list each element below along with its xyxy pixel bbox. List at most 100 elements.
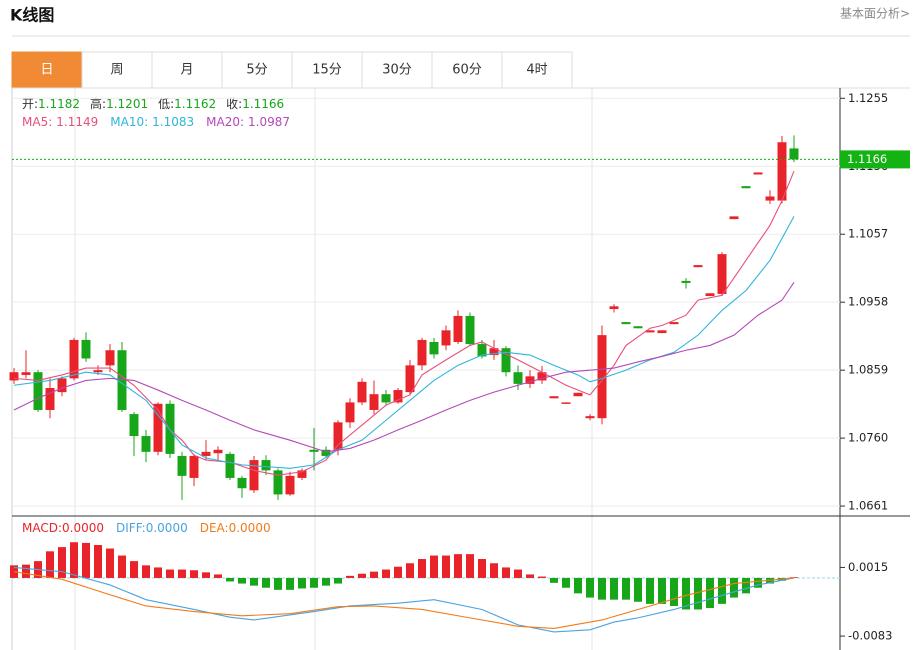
legend-value: 1.0987: [248, 115, 290, 129]
macd-bar: [418, 559, 426, 578]
y-tick-label: -0.0083: [848, 629, 892, 643]
macd-bar: [178, 569, 186, 578]
macd-bar: [250, 577, 258, 586]
macd-bar: [286, 577, 294, 590]
macd-bar: [70, 542, 78, 578]
y-tick-label: 0.0015: [848, 560, 888, 574]
macd-bar: [346, 575, 354, 578]
y-tick-label: 1.1255: [848, 91, 888, 105]
legend-value: 1.1149: [56, 115, 98, 129]
candle-body: [561, 402, 571, 404]
candle-body: [153, 403, 163, 452]
macd-bar: [766, 577, 774, 584]
tab[interactable]: [81, 51, 153, 89]
tab-label[interactable]: 日: [40, 63, 53, 78]
tab[interactable]: [501, 51, 573, 89]
macd-bar: [46, 551, 54, 578]
period-tabs: 日 周 月 5分 15分 30分 60分 4时: [11, 51, 573, 89]
candle-body: [693, 265, 703, 268]
candle-body: [441, 330, 451, 346]
macd-bar: [562, 577, 570, 588]
macd-bar: [82, 542, 90, 578]
macd-bar: [574, 577, 582, 594]
macd-bar: [466, 554, 474, 578]
ma-legend: MA5: 1.1149 MA10: 1.1083 MA20: 1.0987: [22, 115, 290, 129]
macd-bar: [94, 545, 102, 578]
ohlc-info: 开:1.1182 高:1.1201 低:1.1162 收:1.1166: [22, 96, 284, 111]
candle-body: [309, 449, 319, 452]
macd-bar: [226, 577, 234, 582]
tab-label[interactable]: 周: [110, 63, 123, 78]
y-tick-label: 1.0760: [848, 431, 888, 445]
candle-body: [477, 344, 487, 357]
tab-label[interactable]: 5分: [246, 63, 267, 78]
legend-name: DIFF:: [116, 521, 146, 535]
macd-bar: [730, 577, 738, 598]
candle-body: [573, 392, 583, 397]
macd-bar: [214, 574, 222, 578]
candle-body: [621, 322, 631, 325]
candle-body: [501, 348, 511, 373]
candle-body: [177, 455, 187, 476]
page-title: K线图: [10, 6, 54, 25]
tab-label[interactable]: 月: [180, 63, 193, 78]
macd-bar: [358, 573, 366, 578]
macd-bar: [478, 559, 486, 578]
candle-body: [393, 390, 403, 403]
macd-bar: [262, 577, 270, 588]
candle-body: [33, 372, 43, 410]
macd-bar: [502, 567, 510, 578]
candle-body: [465, 315, 475, 345]
legend-value: 0.0000: [229, 521, 271, 535]
info-value: 1.1182: [38, 97, 80, 111]
candle-body: [249, 460, 259, 491]
candle-body: [21, 372, 31, 375]
indicator-line: [13, 281, 795, 453]
macd-bar: [202, 572, 210, 578]
candle-body: [513, 372, 523, 384]
macd-bar: [106, 548, 114, 578]
candle-body: [645, 330, 655, 333]
legend-name: MACD:: [22, 521, 62, 535]
indicator-line: [13, 170, 795, 476]
y-tick-label: 1.0859: [848, 363, 888, 377]
candle-body: [489, 348, 499, 356]
macd-bar: [190, 570, 198, 578]
macd-bar: [382, 569, 390, 578]
candle-body: [369, 394, 379, 410]
macd-bar: [154, 567, 162, 578]
tab-label[interactable]: 60分: [452, 63, 482, 78]
info-value: 1.1201: [106, 97, 148, 111]
info-label: 收:: [226, 97, 242, 111]
candle-body: [417, 339, 427, 366]
legend-name: MA10:: [110, 115, 148, 129]
last-price-label: 1.1166: [847, 152, 887, 166]
candle-body: [753, 172, 763, 175]
macd-bar: [442, 555, 450, 578]
legend-value: 0.0000: [62, 521, 104, 535]
candle-body: [189, 455, 199, 478]
macd-legend: MACD:0.0000 DIFF:0.0000 DEA:0.0000: [22, 521, 271, 535]
legend-name: MA5:: [22, 115, 52, 129]
tab-label[interactable]: 15分: [312, 63, 342, 78]
macd-bar: [142, 565, 150, 578]
macd-bar: [406, 563, 414, 578]
candle-body: [141, 436, 151, 452]
y-tick-label: 1.1057: [848, 227, 888, 241]
candle-body: [81, 339, 91, 359]
candle-body: [381, 394, 391, 403]
info-value: 1.1166: [242, 97, 284, 111]
info-label: 高:: [90, 96, 106, 111]
indicator-line: [13, 566, 795, 633]
macd-bar: [274, 577, 282, 590]
analysis-link[interactable]: 基本面分析>: [840, 7, 910, 21]
macd-bar: [670, 577, 678, 606]
tab-label[interactable]: 4时: [526, 63, 547, 78]
macd-bar: [742, 577, 750, 594]
macd-bar: [598, 577, 606, 600]
macd-bar: [22, 564, 30, 578]
tab-label[interactable]: 30分: [382, 63, 412, 78]
tab[interactable]: [361, 51, 433, 89]
legend-name: DEA:: [200, 521, 229, 535]
